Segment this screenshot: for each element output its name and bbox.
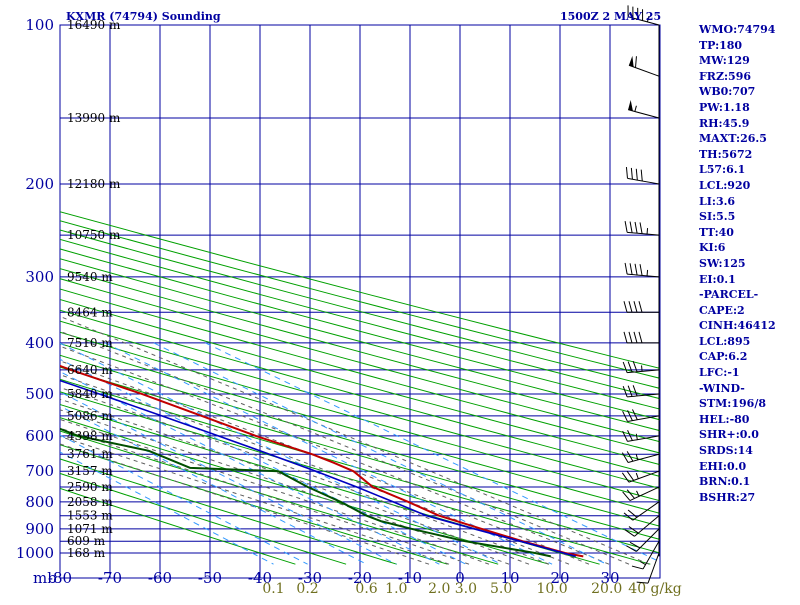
index-line: WB0:707	[699, 84, 797, 100]
height-label: 4398 m	[67, 429, 113, 443]
height-label: 12180 m	[67, 177, 121, 191]
height-label: 1553 m	[67, 509, 113, 523]
index-line: HEL:-80	[699, 412, 797, 428]
height-label: 2590 m	[67, 480, 113, 494]
wind-barbs	[622, 5, 659, 583]
index-line: SW:125	[699, 256, 797, 272]
height-label: 8464 m	[67, 305, 113, 319]
index-line: RH:45.9	[699, 116, 797, 132]
height-label: 6640 m	[67, 363, 113, 377]
height-label: 7510 m	[67, 336, 113, 350]
pressure-tick-label: 500	[25, 385, 54, 403]
wind-barb	[629, 56, 659, 76]
pressure-tick-label: 1000	[16, 544, 54, 562]
index-line: PW:1.18	[699, 100, 797, 116]
index-line: TT:40	[699, 225, 797, 241]
temp-tick-label: -70	[98, 569, 122, 587]
index-line: -PARCEL-	[699, 287, 797, 303]
index-line: STM:196/8	[699, 396, 797, 412]
pressure-tick-label: 200	[25, 175, 54, 193]
mixing-ratio-label: 0.1	[262, 581, 284, 597]
height-label: 3157 m	[67, 464, 113, 478]
sounding-time: 1500Z 2 MAY 25	[560, 10, 661, 23]
index-line: CAPE:2	[699, 303, 797, 319]
dry-adiabat	[0, 25, 295, 564]
index-line: KI:6	[699, 240, 797, 256]
height-label: 10750 m	[67, 228, 121, 242]
index-line: TH:5672	[699, 147, 797, 163]
thermo-lines	[0, 25, 800, 564]
wind-barb	[624, 502, 659, 520]
wind-barb	[625, 221, 659, 235]
dry-adiabat	[0, 25, 346, 564]
wind-barb	[626, 167, 659, 184]
height-label: 168 m	[67, 546, 106, 560]
mixing-ratio-label: 10.0	[536, 581, 567, 597]
index-line: SRDS:14	[699, 443, 797, 459]
index-line: WMO:74794	[699, 22, 797, 38]
pressure-unit-label: mb	[33, 569, 57, 587]
index-line: LCL:920	[699, 178, 797, 194]
mixing-ratio-label: 2.0	[428, 581, 450, 597]
pressure-tick-label: 900	[25, 520, 54, 538]
index-line: BSHR:27	[699, 490, 797, 506]
index-line: SHR+:0.0	[699, 427, 797, 443]
mixing-ratio-label: 20.0	[591, 581, 622, 597]
mixing-ratio-label: 3.0	[455, 581, 477, 597]
height-label: 2058 m	[67, 495, 113, 509]
temp-tick-label: -60	[148, 569, 172, 587]
pressure-tick-label: 700	[25, 462, 54, 480]
height-label: 9540 m	[67, 270, 113, 284]
mixing-ratio-label: 0.2	[296, 581, 318, 597]
index-line: EHI:0.0	[699, 459, 797, 475]
pressure-tick-label: 300	[25, 268, 54, 286]
wind-barb	[623, 487, 659, 501]
pressure-tick-label: 800	[25, 493, 54, 511]
height-label: 5086 m	[67, 409, 113, 423]
index-line: FRZ:596	[699, 69, 797, 85]
index-line: LCL:895	[699, 334, 797, 350]
index-line: TP:180	[699, 38, 797, 54]
index-line: MW:129	[699, 53, 797, 69]
wind-barb	[624, 332, 659, 343]
index-line: L57:6.1	[699, 162, 797, 178]
index-line: -WIND-	[699, 381, 797, 397]
height-label: 3761 m	[67, 447, 113, 461]
mixing-ratio-label: 0.6	[355, 581, 377, 597]
pressure-tick-label: 100	[25, 16, 54, 34]
pressure-tick-label: 400	[25, 334, 54, 352]
index-line: EI:0.1	[699, 272, 797, 288]
mixing-ratio-label: 5.0	[490, 581, 512, 597]
index-line: CAP:6.2	[699, 349, 797, 365]
temp-tick-label: -50	[198, 569, 222, 587]
height-label: 5840 m	[67, 387, 113, 401]
station-title: KXMR (74794) Sounding	[66, 10, 221, 23]
index-line: LFC:-1	[699, 365, 797, 381]
pressure-tick-label: 600	[25, 427, 54, 445]
index-line: SI:5.5	[699, 209, 797, 225]
index-line: BRN:0.1	[699, 474, 797, 490]
index-line: MAXT:26.5	[699, 131, 797, 147]
mixing-ratio-label: 40 g/kg	[628, 581, 681, 597]
wind-barb	[622, 451, 659, 462]
wind-barb	[628, 100, 659, 118]
mixing-ratio-label: 1.0	[385, 581, 407, 597]
wind-barb	[624, 301, 659, 312]
index-line: LI:3.6	[699, 194, 797, 210]
height-label: 13990 m	[67, 111, 121, 125]
wind-barb	[622, 471, 659, 482]
wind-barb	[625, 263, 659, 277]
index-line: CINH:46412	[699, 318, 797, 334]
